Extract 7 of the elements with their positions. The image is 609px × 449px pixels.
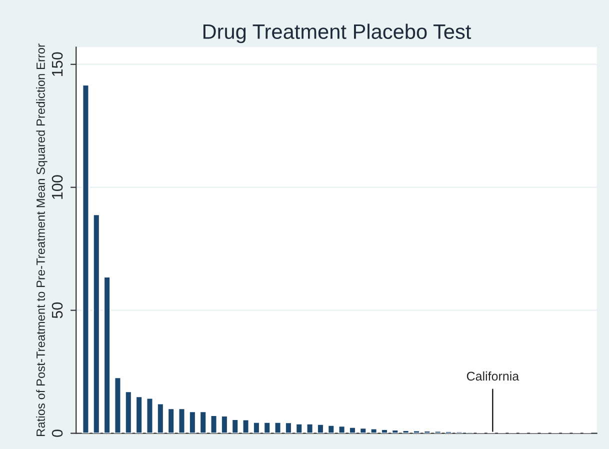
- y-axis-title: Ratios of Post-Treatment to Pre-Treatment Mean Squared Prediction Error: [36, 44, 48, 436]
- y-tick-label: 150: [52, 52, 63, 76]
- y-tick-label: 0: [52, 430, 63, 437]
- y-tick-label: 50: [52, 302, 63, 318]
- y-tick-label: 100: [52, 175, 63, 199]
- annotation: California: [466, 371, 520, 381]
- chart-title: Drug Treatment Placebo Test: [203, 24, 472, 44]
